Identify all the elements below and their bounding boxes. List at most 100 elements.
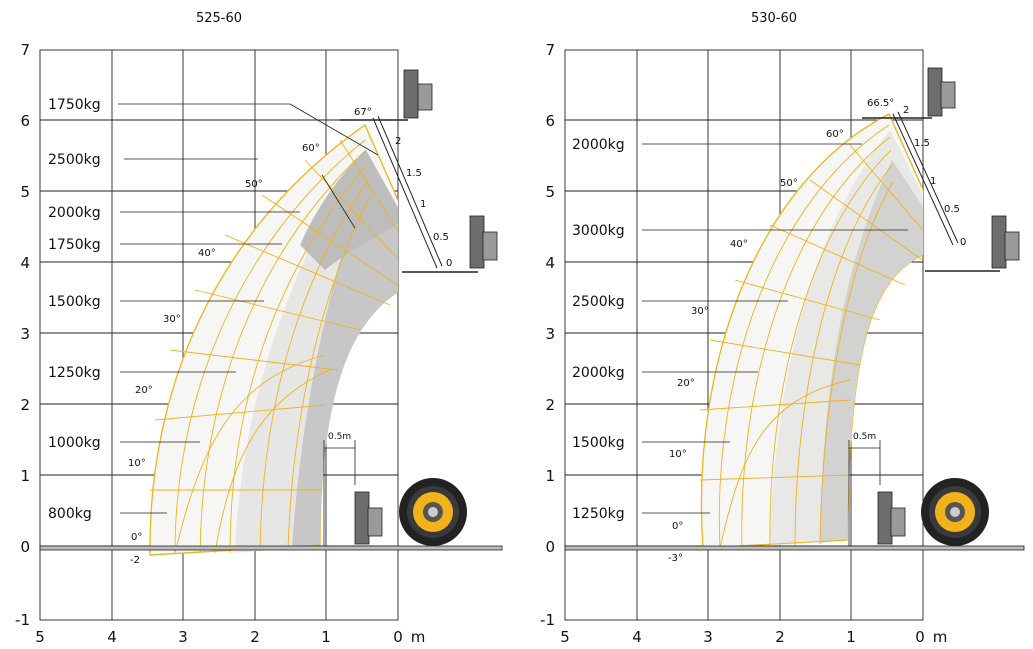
angle-label: 40° xyxy=(198,248,216,259)
angle-label: 40° xyxy=(730,239,748,250)
ext-mark-1: 1 xyxy=(930,176,936,187)
y-tick: 5 xyxy=(20,183,30,201)
angle-label: -2 xyxy=(130,555,140,566)
angle-label: 20° xyxy=(135,385,153,396)
load-label: 2500kg xyxy=(48,152,101,168)
x-tick: 2 xyxy=(250,628,260,646)
angle-label: 0° xyxy=(672,521,683,532)
angle-label: 0° xyxy=(131,532,142,543)
fork-carriage-top xyxy=(340,69,433,121)
load-zones xyxy=(699,113,923,549)
load-label: 1250kg xyxy=(572,506,625,522)
angle-label: 30° xyxy=(163,314,181,325)
y-tick: 1 xyxy=(20,467,30,485)
load-labels: 1750kg 2500kg 2000kg 1750kg 1500kg 1250k… xyxy=(48,97,101,522)
y-tick: -1 xyxy=(15,611,30,629)
x-unit: m xyxy=(933,628,948,646)
y-tick: 6 xyxy=(20,112,30,130)
angle-label: 67° xyxy=(354,107,372,118)
fork-carriage-mid xyxy=(402,215,498,273)
fork-offset-dimension xyxy=(323,440,356,546)
angle-label: 50° xyxy=(780,178,798,189)
fork-offset-label: 0.5m xyxy=(853,432,876,442)
y-tick: 0 xyxy=(545,538,555,556)
ext-mark-1: 1 xyxy=(420,199,426,210)
boom-arm xyxy=(372,115,443,269)
load-labels: 2000kg 3000kg 2500kg 2000kg 1500kg 1250k… xyxy=(572,137,625,522)
fork-carriage-top xyxy=(862,67,956,119)
angle-label: 30° xyxy=(691,306,709,317)
y-tick: 7 xyxy=(545,41,555,59)
angle-label: -3° xyxy=(668,553,683,564)
y-tick: 0 xyxy=(20,538,30,556)
fork-offset-label: 0.5m xyxy=(328,432,351,442)
ext-mark-0: 0 xyxy=(960,237,966,248)
x-tick: 5 xyxy=(35,628,45,646)
zone-dark xyxy=(292,180,398,548)
x-tick: 4 xyxy=(107,628,117,646)
load-label: 1250kg xyxy=(48,365,101,381)
ext-mark-1-5: 1.5 xyxy=(406,168,422,179)
load-label: 1500kg xyxy=(572,435,625,451)
ext-mark-0-5: 0.5 xyxy=(944,204,960,215)
y-tick: 1 xyxy=(545,467,555,485)
load-zones xyxy=(149,124,398,556)
y-tick: 4 xyxy=(545,254,555,272)
wheel-icon xyxy=(921,478,989,546)
y-tick: 5 xyxy=(545,183,555,201)
load-label: 1500kg xyxy=(48,294,101,310)
load-label: 1000kg xyxy=(48,435,101,451)
load-label: 2000kg xyxy=(48,205,101,221)
ext-mark-0: 0 xyxy=(446,258,452,269)
panel-title: 525-60 xyxy=(196,11,242,26)
y-tick: 2 xyxy=(545,396,555,414)
fork-carriage-mid xyxy=(925,215,1020,272)
ext-mark-0-5: 0.5 xyxy=(433,232,449,243)
y-tick: 2 xyxy=(20,396,30,414)
x-tick: 0 xyxy=(915,628,925,646)
x-axis-ticks: 5 4 3 2 1 0 m xyxy=(560,628,947,646)
range-grid xyxy=(699,124,923,549)
ground-line xyxy=(39,545,503,551)
boom-arm xyxy=(892,111,959,246)
y-tick: 6 xyxy=(545,112,555,130)
x-tick: 2 xyxy=(775,628,785,646)
zone-dark xyxy=(820,160,923,543)
ext-mark-2: 2 xyxy=(395,136,401,147)
x-unit: m xyxy=(411,628,426,646)
angle-label: 20° xyxy=(677,378,695,389)
angle-labels: 67° 60° 50° 40° 30° 20° 10° 0° -2 xyxy=(128,107,372,566)
ext-mark-2: 2 xyxy=(903,105,909,116)
y-axis-ticks: 7 6 5 4 3 2 1 0 -1 xyxy=(540,41,555,629)
angle-labels: 66.5° 60° 50° 40° 30° 20° 10° 0° -3° xyxy=(668,98,894,564)
x-tick: 3 xyxy=(178,628,188,646)
angle-label: 60° xyxy=(826,129,844,140)
angle-label: 10° xyxy=(128,458,146,469)
load-label: 1750kg xyxy=(48,237,101,253)
x-tick: 0 xyxy=(393,628,403,646)
load-label: 1750kg xyxy=(48,97,101,113)
x-tick: 3 xyxy=(703,628,713,646)
x-axis-ticks: 5 4 3 2 1 0 m xyxy=(35,628,425,646)
load-label: 800kg xyxy=(48,506,92,522)
load-label: 2000kg xyxy=(572,365,625,381)
angle-label: 66.5° xyxy=(867,98,894,109)
ext-mark-1-5: 1.5 xyxy=(914,138,930,149)
panel-530-60: 530-60 xyxy=(540,11,1025,646)
load-leaders xyxy=(118,103,379,514)
y-tick: 4 xyxy=(20,254,30,272)
y-tick: -1 xyxy=(540,611,555,629)
load-label: 2500kg xyxy=(572,294,625,310)
load-label: 2000kg xyxy=(572,137,625,153)
y-axis-ticks: 7 6 5 4 3 2 1 0 -1 xyxy=(15,41,30,629)
angle-label: 60° xyxy=(302,143,320,154)
fork-offset-dimension xyxy=(848,440,881,546)
y-tick: 3 xyxy=(20,325,30,343)
x-tick: 4 xyxy=(632,628,642,646)
x-tick: 1 xyxy=(321,628,331,646)
x-tick: 1 xyxy=(846,628,856,646)
wheel-icon xyxy=(399,478,467,546)
angle-label: 50° xyxy=(245,179,263,190)
ground-line xyxy=(564,545,1025,551)
